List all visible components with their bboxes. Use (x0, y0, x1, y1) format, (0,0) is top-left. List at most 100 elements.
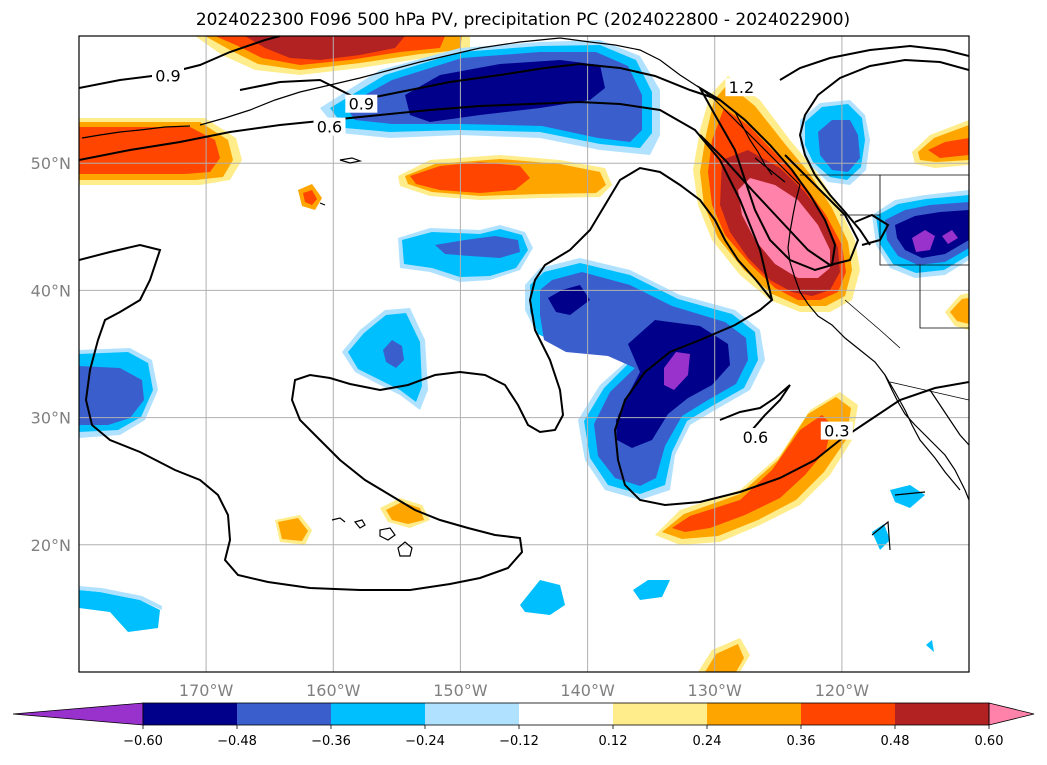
coastlines (81, 37, 969, 557)
colorbar-tick-label: −0.36 (311, 734, 351, 749)
colorbar-segment (613, 703, 708, 725)
pv-contour-labels: 0.9 0.9 0.6 1.2 0.6 0.3 (152, 66, 853, 447)
colorbar-segment (237, 703, 332, 725)
map-panel: 0.90.90.61.20.6 0.3 170°W 160°W 150°W 140°W 1… (31, 35, 970, 700)
coastline-hawaii (331, 517, 413, 557)
fill-big-cold-navy (548, 285, 730, 448)
colorbar-extend-high (988, 702, 1035, 726)
contour-label-background (152, 66, 184, 85)
colorbar-tick-label: 0.36 (787, 734, 816, 749)
fill-big-cold-purple (664, 352, 690, 390)
longitude-label: 170°W (179, 681, 234, 700)
fill-cold-blob-145w (520, 580, 565, 615)
contour-label: 0.6 (317, 118, 342, 137)
pv-contour-0.6-main (79, 100, 773, 301)
fill-west-warm-redorange (79, 127, 220, 174)
colorbar-extend-low (12, 702, 144, 726)
contour-label-background (345, 94, 378, 113)
gridlines (79, 36, 969, 672)
colorbar-tick-label: 0.48 (881, 734, 910, 749)
contour-label-background (739, 428, 772, 446)
latitude-label: 20°N (31, 536, 71, 555)
coastline-us-west (787, 184, 969, 501)
pv-contour-0.9-north (79, 36, 281, 89)
coastline-small-islands (319, 157, 926, 551)
contour-label-background (313, 117, 346, 136)
colorbar-tick-label: −0.60 (123, 734, 163, 749)
colorbar-segment (801, 703, 896, 725)
pv-contour-0.9-pnw (699, 134, 860, 267)
coastline-gulf-of-california (929, 389, 969, 446)
fill-se-warm-redorange (672, 415, 832, 532)
longitude-label: 140°W (560, 681, 615, 700)
colorbar-tick-label: 0.60 (975, 734, 1004, 749)
colorbar-tick-label: 0.24 (693, 734, 722, 749)
figure-title: 2024022300 F096 500 hPa PV, precipitatio… (196, 10, 850, 30)
latitude-label: 50°N (31, 154, 71, 173)
pv-contours (79, 36, 969, 591)
fill-cold-blob-115w (890, 485, 925, 508)
pv-contour-ne-loop (779, 44, 969, 246)
contour-label: 1.2 (729, 78, 754, 97)
longitude-label: 150°W (433, 681, 488, 700)
fill-e-cold-navy (895, 210, 969, 258)
coastline-baja (884, 374, 961, 491)
fill-spot-warm-1b (303, 190, 317, 205)
fill-cold-bottom-left-light (79, 586, 162, 610)
colorbar-tick-label: 0.12 (599, 734, 628, 749)
coastline-aleutians (81, 125, 191, 139)
contour-label: 0.3 (824, 422, 849, 441)
fill-ne-warm-redorange (928, 138, 969, 158)
fill-e-warm-orange (950, 298, 969, 324)
colorbar-segment (425, 703, 520, 725)
contour-label: 0.9 (349, 95, 374, 114)
pv-contour-0.6-sw (719, 384, 791, 437)
colorbar-segment (331, 703, 426, 725)
pv-contour-0.9-gulf (239, 62, 721, 102)
contour-label-background (820, 421, 853, 440)
fill-aleutian-warm-darkred (245, 36, 405, 60)
fill-cold-blob-136w (633, 580, 670, 600)
map-frame (78, 35, 970, 673)
colorbar-segment (895, 703, 990, 725)
colorbar-tick-label: −0.48 (217, 734, 257, 749)
fill-gulf-cold-navy (405, 60, 605, 122)
coastline-bc-islands (734, 111, 786, 183)
fill-e-cold-purple (912, 230, 958, 252)
fill-pnw-warm-pink (738, 178, 830, 278)
fill-central-cold-blue (435, 236, 520, 258)
colorbar-tick-label: −0.12 (499, 734, 539, 749)
fill-warm-blob-154w-o (386, 502, 424, 524)
longitude-labels: 170°W 160°W 150°W 140°W 130°W 120°W (179, 681, 869, 700)
fill-warm-blob-167w-o (278, 518, 308, 541)
fill-west-cold-blue (79, 366, 144, 425)
contour-label-background (725, 78, 758, 97)
fill-cold-bottom-left (79, 590, 160, 632)
precipitation-fill-layer (79, 36, 969, 672)
pv-contour-west-bigloop (79, 166, 969, 591)
coastline-alaska-peninsula (199, 37, 561, 126)
fill-mid-warm-redorange (410, 162, 530, 193)
colorbar-segment (519, 703, 614, 725)
latitude-label: 40°N (31, 281, 71, 300)
longitude-label: 120°W (815, 681, 870, 700)
colorbar-tick-label: −0.24 (405, 734, 445, 749)
coastline-se-alaska (559, 37, 801, 186)
contour-label: 0.9 (155, 67, 180, 86)
contour-label: 0.6 (743, 428, 768, 447)
colorbar-outline (142, 702, 990, 726)
fill-cold-blob-112w (926, 640, 934, 652)
latitude-label: 30°N (31, 409, 71, 428)
latitude-labels: 50°N 40°N 30°N 20°N (31, 154, 71, 555)
fill-cold-blob-155w-blue (383, 340, 404, 368)
colorbar-segment (143, 703, 238, 725)
colorbar: −0.60 −0.48 −0.36 −0.24 −0.12 0.12 0.24 0.36 0.4… (12, 702, 1035, 749)
border-us-mexico (889, 381, 969, 401)
pv-contour-east-nub (854, 213, 890, 246)
longitude-label: 160°W (306, 681, 361, 700)
fill-cold-blob-117w (872, 524, 890, 550)
colorbar-segment (707, 703, 802, 725)
fill-ne-cold-blue (818, 120, 860, 172)
longitude-label: 130°W (688, 681, 743, 700)
